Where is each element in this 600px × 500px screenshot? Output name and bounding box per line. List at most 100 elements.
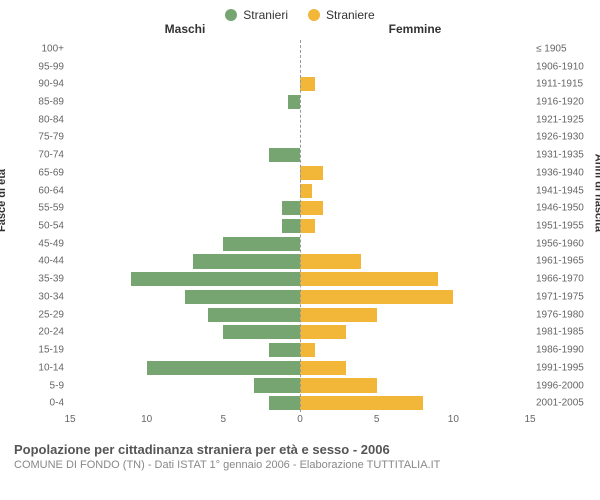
male-half bbox=[70, 146, 300, 164]
age-label: 0-4 bbox=[12, 398, 64, 409]
male-half bbox=[70, 235, 300, 253]
birth-year-label: 1971-1975 bbox=[536, 291, 594, 302]
birth-year-label: 1946-1950 bbox=[536, 203, 594, 214]
female-bar bbox=[300, 343, 315, 357]
male-bar bbox=[223, 325, 300, 339]
male-half bbox=[70, 253, 300, 271]
female-bar bbox=[300, 77, 315, 91]
male-bar bbox=[193, 254, 300, 268]
x-tick: 10 bbox=[141, 414, 152, 425]
birth-year-label: ≤ 1905 bbox=[536, 43, 594, 54]
birth-year-label: 1961-1965 bbox=[536, 256, 594, 267]
female-half bbox=[300, 146, 530, 164]
birth-year-label: 1976-1980 bbox=[536, 309, 594, 320]
female-half bbox=[300, 306, 530, 324]
male-half bbox=[70, 199, 300, 217]
male-half bbox=[70, 75, 300, 93]
female-half bbox=[300, 199, 530, 217]
x-axis: 15105051015 bbox=[70, 412, 530, 430]
female-bar bbox=[300, 166, 323, 180]
birth-year-label: 2001-2005 bbox=[536, 398, 594, 409]
male-half bbox=[70, 182, 300, 200]
female-half bbox=[300, 40, 530, 58]
female-half bbox=[300, 58, 530, 76]
legend-label-female: Straniere bbox=[326, 8, 375, 22]
female-bar bbox=[300, 325, 346, 339]
female-half bbox=[300, 235, 530, 253]
female-bar bbox=[300, 308, 377, 322]
x-tick: 0 bbox=[297, 414, 303, 425]
female-bar bbox=[300, 219, 315, 233]
age-label: 95-99 bbox=[12, 61, 64, 72]
center-divider bbox=[300, 40, 301, 412]
y-axis-left-title: Fasce di età bbox=[0, 169, 8, 232]
age-label: 15-19 bbox=[12, 345, 64, 356]
female-bar bbox=[300, 361, 346, 375]
side-headers: Maschi Femmine bbox=[70, 22, 530, 36]
age-label: 30-34 bbox=[12, 291, 64, 302]
birth-year-label: 1941-1945 bbox=[536, 185, 594, 196]
female-bar bbox=[300, 184, 312, 198]
birth-year-label: 1911-1915 bbox=[536, 79, 594, 90]
header-female: Femmine bbox=[300, 22, 530, 36]
male-half bbox=[70, 40, 300, 58]
male-half bbox=[70, 270, 300, 288]
age-label: 90-94 bbox=[12, 79, 64, 90]
female-half bbox=[300, 129, 530, 147]
birth-year-label: 1951-1955 bbox=[536, 221, 594, 232]
header-male: Maschi bbox=[70, 22, 300, 36]
male-bar bbox=[288, 95, 300, 109]
male-half bbox=[70, 217, 300, 235]
age-label: 85-89 bbox=[12, 97, 64, 108]
male-half bbox=[70, 129, 300, 147]
legend-swatch-male bbox=[225, 9, 237, 21]
age-label: 55-59 bbox=[12, 203, 64, 214]
male-half bbox=[70, 306, 300, 324]
birth-year-label: 1916-1920 bbox=[536, 97, 594, 108]
male-half bbox=[70, 111, 300, 129]
female-half bbox=[300, 341, 530, 359]
footer-subtitle: COMUNE DI FONDO (TN) - Dati ISTAT 1° gen… bbox=[14, 459, 586, 471]
population-pyramid-chart: Fasce di età Anni di nascita Maschi Femm… bbox=[0, 22, 600, 442]
birth-year-label: 1986-1990 bbox=[536, 345, 594, 356]
female-bar bbox=[300, 254, 361, 268]
birth-year-label: 1931-1935 bbox=[536, 150, 594, 161]
chart-footer: Popolazione per cittadinanza straniera p… bbox=[0, 442, 600, 477]
female-half bbox=[300, 253, 530, 271]
female-half bbox=[300, 111, 530, 129]
male-bar bbox=[254, 378, 300, 392]
male-bar bbox=[282, 219, 300, 233]
male-half bbox=[70, 324, 300, 342]
age-label: 40-44 bbox=[12, 256, 64, 267]
female-half bbox=[300, 359, 530, 377]
male-half bbox=[70, 394, 300, 412]
birth-year-label: 1956-1960 bbox=[536, 238, 594, 249]
female-bar bbox=[300, 378, 377, 392]
age-label: 80-84 bbox=[12, 114, 64, 125]
age-label: 60-64 bbox=[12, 185, 64, 196]
male-half bbox=[70, 164, 300, 182]
age-label: 10-14 bbox=[12, 362, 64, 373]
legend-label-male: Stranieri bbox=[243, 8, 288, 22]
birth-year-label: 1991-1995 bbox=[536, 362, 594, 373]
female-bar bbox=[300, 201, 323, 215]
female-half bbox=[300, 324, 530, 342]
female-half bbox=[300, 93, 530, 111]
birth-year-label: 1926-1930 bbox=[536, 132, 594, 143]
x-tick: 5 bbox=[221, 414, 227, 425]
birth-year-label: 1906-1910 bbox=[536, 61, 594, 72]
male-half bbox=[70, 58, 300, 76]
female-half bbox=[300, 270, 530, 288]
male-bar bbox=[208, 308, 300, 322]
age-label: 5-9 bbox=[12, 380, 64, 391]
male-bar bbox=[223, 237, 300, 251]
legend-swatch-female bbox=[308, 9, 320, 21]
birth-year-label: 1966-1970 bbox=[536, 274, 594, 285]
age-label: 75-79 bbox=[12, 132, 64, 143]
male-bar bbox=[131, 272, 300, 286]
male-half bbox=[70, 341, 300, 359]
male-half bbox=[70, 93, 300, 111]
female-half bbox=[300, 288, 530, 306]
legend-item-female: Straniere bbox=[308, 8, 375, 22]
age-label: 25-29 bbox=[12, 309, 64, 320]
